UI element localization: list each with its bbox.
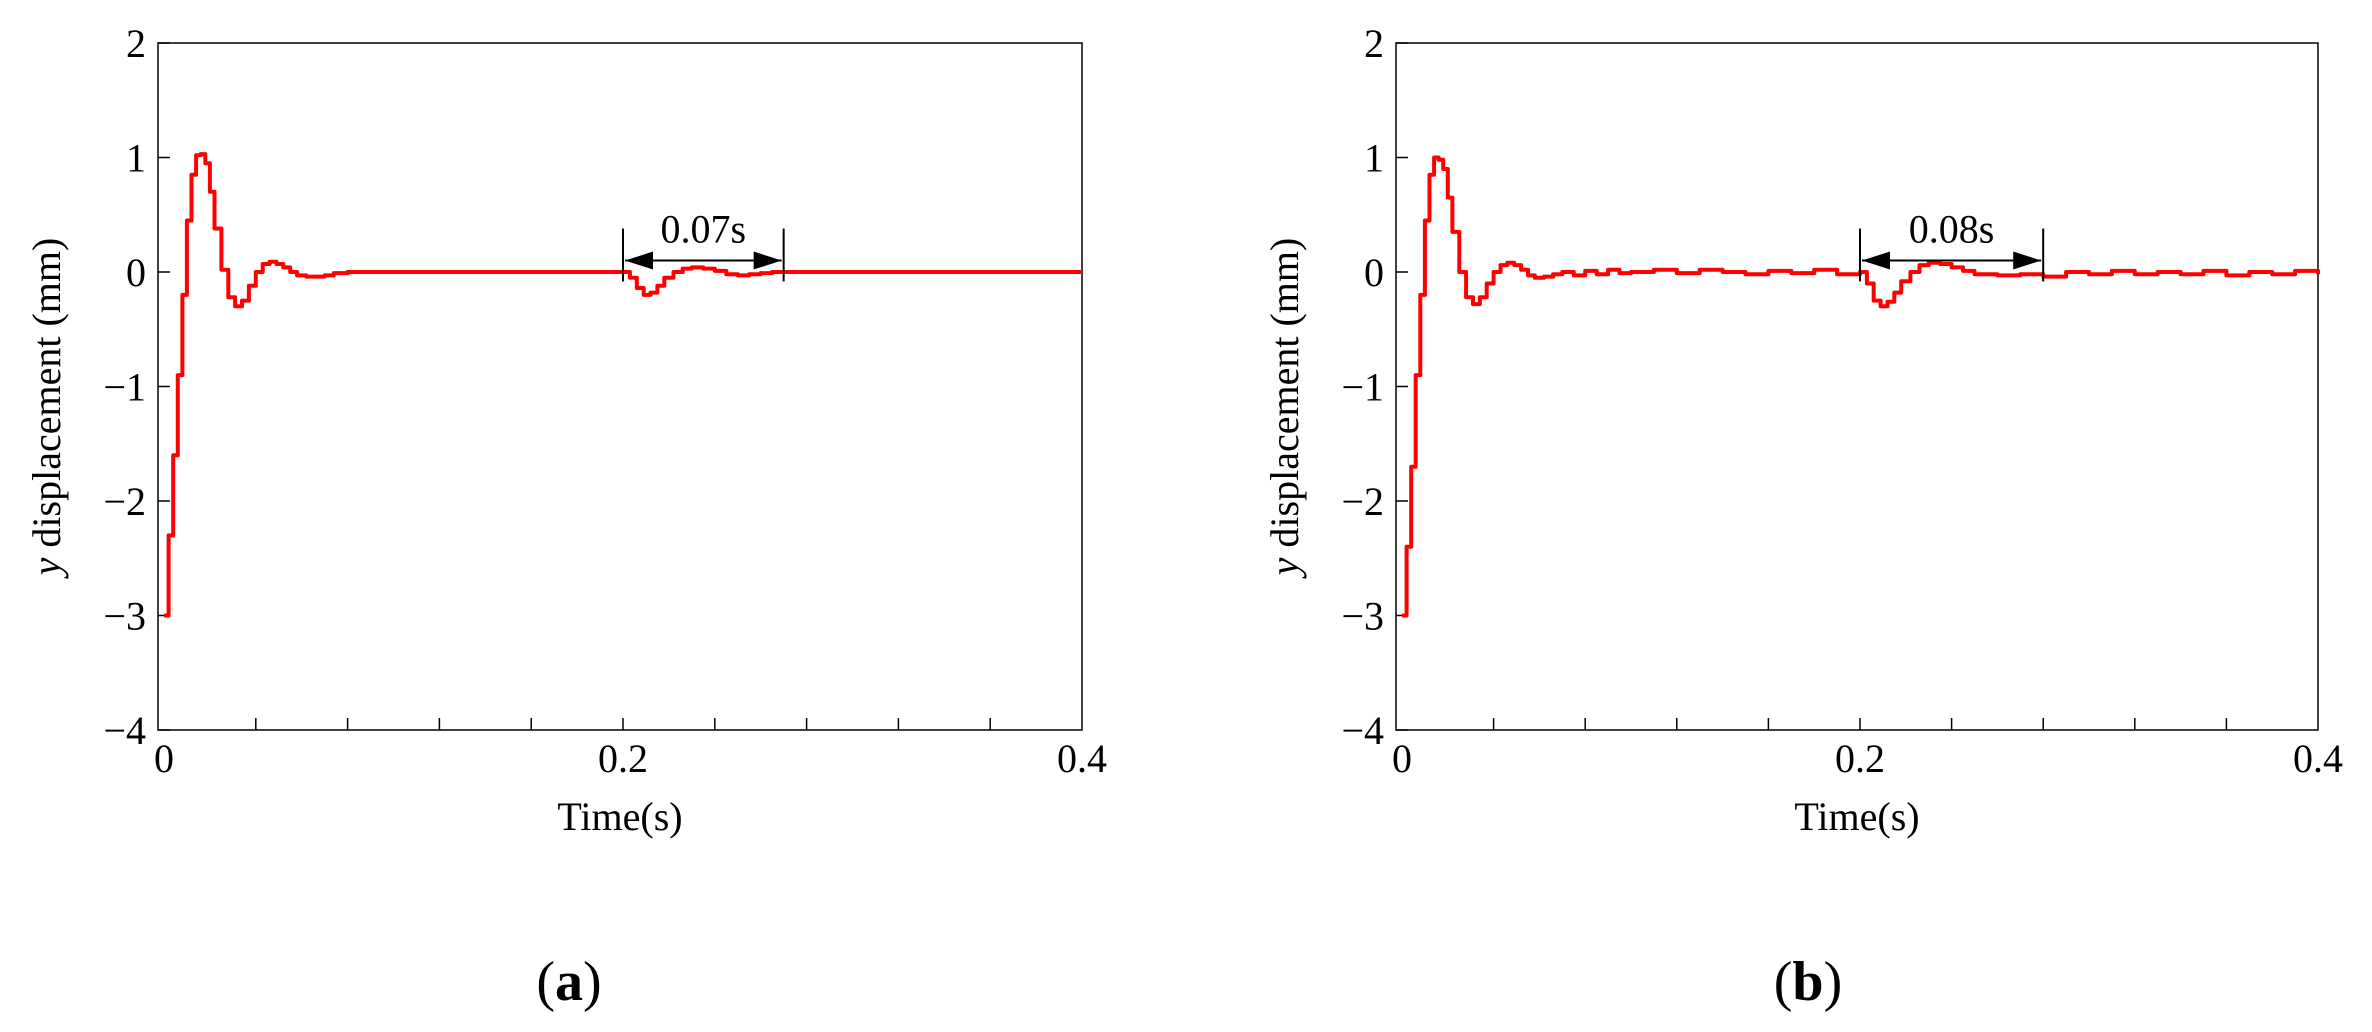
y-tick-label: −3 <box>103 594 146 639</box>
y-tick-label: −2 <box>1341 479 1384 524</box>
y-tick-label: −3 <box>1341 594 1384 639</box>
y-tick-label: −4 <box>1341 708 1384 753</box>
y-axis-title-text: displacement (mm) <box>24 238 69 558</box>
x-tick-label: 0 <box>1392 736 1412 781</box>
y-tick-label: 0 <box>126 250 146 295</box>
plot-frame <box>1395 42 2319 731</box>
annotation-arrowhead-right <box>2013 251 2042 270</box>
y-tick-label: 0 <box>1364 250 1384 295</box>
panel-label-open: ( <box>1774 951 1793 1013</box>
plot-frame <box>157 42 1083 731</box>
x-tick-label: 0.4 <box>2293 736 2343 781</box>
y-axis-title-italic: y <box>1262 557 1307 579</box>
annotation-arrowhead-left <box>625 251 653 270</box>
panel-label-close: ) <box>583 951 602 1013</box>
panel-label-close: ) <box>1824 951 1843 1013</box>
y-tick-label: 1 <box>126 136 146 181</box>
y-tick-label: 2 <box>126 21 146 66</box>
panel-label-letter: b <box>1792 951 1823 1013</box>
y-tick-label: −2 <box>103 479 146 524</box>
y-tick-label: −4 <box>103 708 146 753</box>
y-axis-title-italic: y <box>24 557 69 579</box>
x-tick-label: 0 <box>154 736 174 781</box>
y-axis-title-text: displacement (mm) <box>1262 238 1307 558</box>
y-tick-label: 1 <box>1364 136 1384 181</box>
x-tick-label: 0.2 <box>1835 736 1885 781</box>
x-axis-title: Time(s) <box>1794 794 1919 839</box>
annotation-label: 0.08s <box>1909 207 1995 252</box>
panel-label: (a) <box>536 951 601 1013</box>
x-axis-title: Time(s) <box>557 794 682 839</box>
data-series-line <box>1402 155 2320 618</box>
y-tick-label: −1 <box>1341 365 1384 410</box>
y-axis-title: y displacement (mm) <box>1262 238 1307 580</box>
annotation-arrowhead-right <box>753 251 782 270</box>
panel-label-letter: a <box>555 951 583 1013</box>
y-axis-title: y displacement (mm) <box>24 238 69 580</box>
y-tick-label: −1 <box>103 365 146 410</box>
annotation-label: 0.07s <box>661 207 747 252</box>
data-series-line <box>164 152 1082 618</box>
panel-label-open: ( <box>536 951 555 1013</box>
panel-label: (b) <box>1774 951 1842 1013</box>
y-tick-label: 2 <box>1364 21 1384 66</box>
x-tick-label: 0.2 <box>598 736 648 781</box>
annotation-arrowhead-left <box>1862 251 1890 270</box>
x-tick-label: 0.4 <box>1057 736 1107 781</box>
